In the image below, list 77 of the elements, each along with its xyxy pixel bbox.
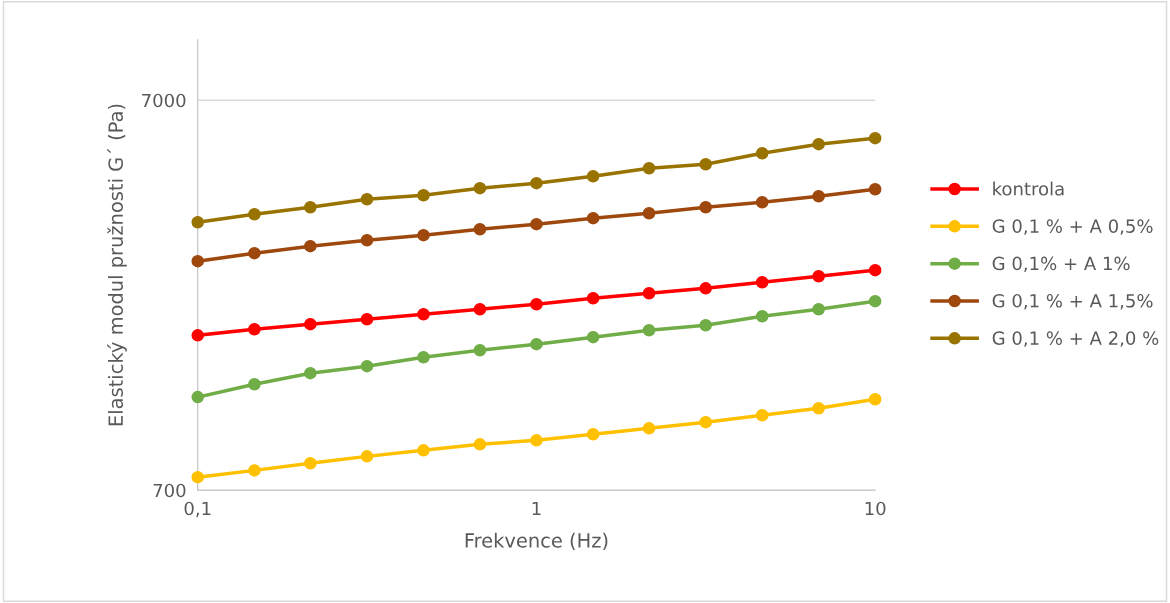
point bbox=[417, 308, 430, 321]
point bbox=[473, 181, 487, 195]
point bbox=[586, 292, 600, 305]
point bbox=[755, 275, 769, 289]
x-axis-title: Frekvence (Hz) bbox=[465, 532, 608, 551]
point bbox=[248, 322, 261, 336]
point bbox=[868, 263, 882, 277]
point bbox=[248, 377, 261, 391]
point bbox=[417, 444, 430, 457]
point bbox=[360, 312, 374, 326]
point bbox=[755, 310, 769, 323]
x-tick-label: 1 bbox=[532, 501, 541, 516]
point bbox=[699, 415, 712, 429]
legend-label: G 0,1% + A 1% bbox=[992, 256, 1130, 273]
point bbox=[812, 137, 825, 151]
point bbox=[642, 324, 656, 337]
point bbox=[642, 206, 656, 220]
legend-label: G 0,1 % + A 0,5% bbox=[992, 219, 1153, 235]
point bbox=[699, 201, 712, 214]
point bbox=[360, 450, 374, 463]
point bbox=[191, 470, 204, 484]
point bbox=[360, 359, 374, 373]
point bbox=[530, 337, 543, 351]
y-axis-title: Elastický modul pružnosti G´ (Pa) bbox=[107, 104, 127, 426]
point bbox=[642, 422, 656, 435]
point bbox=[530, 176, 543, 190]
point bbox=[812, 189, 825, 203]
point bbox=[473, 438, 487, 451]
point bbox=[530, 297, 543, 311]
point bbox=[191, 390, 204, 404]
point bbox=[586, 211, 600, 225]
point bbox=[304, 456, 317, 470]
point bbox=[360, 193, 374, 206]
point bbox=[473, 222, 487, 236]
point bbox=[868, 183, 882, 196]
point bbox=[755, 147, 769, 160]
point bbox=[473, 302, 487, 316]
x-tick-label: 10 bbox=[865, 501, 886, 516]
legend-label: G 0,1 % + A 2,0 % bbox=[992, 331, 1159, 347]
point bbox=[304, 366, 317, 380]
point bbox=[755, 408, 769, 422]
y-tick-label: 700 bbox=[153, 483, 186, 498]
point bbox=[191, 254, 204, 268]
legend-label: G 0,1 % + A 1,5% bbox=[992, 293, 1153, 310]
legend-label: kontrola bbox=[993, 181, 1064, 196]
point bbox=[248, 246, 261, 260]
y-tick-label: 7000 bbox=[142, 93, 186, 108]
point bbox=[248, 464, 261, 477]
point bbox=[812, 269, 825, 283]
point bbox=[191, 329, 204, 342]
point bbox=[586, 330, 600, 344]
point bbox=[248, 207, 261, 221]
point bbox=[642, 287, 656, 300]
point bbox=[417, 228, 430, 242]
point bbox=[755, 195, 769, 209]
point bbox=[360, 234, 374, 247]
point bbox=[868, 131, 882, 145]
point bbox=[586, 169, 600, 183]
point bbox=[530, 434, 543, 447]
point bbox=[191, 215, 204, 229]
point bbox=[304, 201, 317, 214]
point bbox=[586, 428, 600, 441]
point bbox=[868, 392, 882, 406]
point bbox=[642, 161, 656, 175]
point bbox=[530, 217, 543, 231]
point bbox=[699, 157, 712, 171]
point bbox=[304, 317, 317, 331]
point bbox=[699, 282, 712, 295]
point bbox=[868, 294, 882, 308]
point bbox=[473, 343, 487, 357]
point bbox=[304, 239, 317, 253]
x-tick-label: 0,1 bbox=[184, 501, 211, 518]
point bbox=[812, 401, 825, 415]
point bbox=[417, 350, 430, 364]
point bbox=[699, 319, 712, 332]
point bbox=[417, 189, 430, 202]
point bbox=[812, 302, 825, 316]
